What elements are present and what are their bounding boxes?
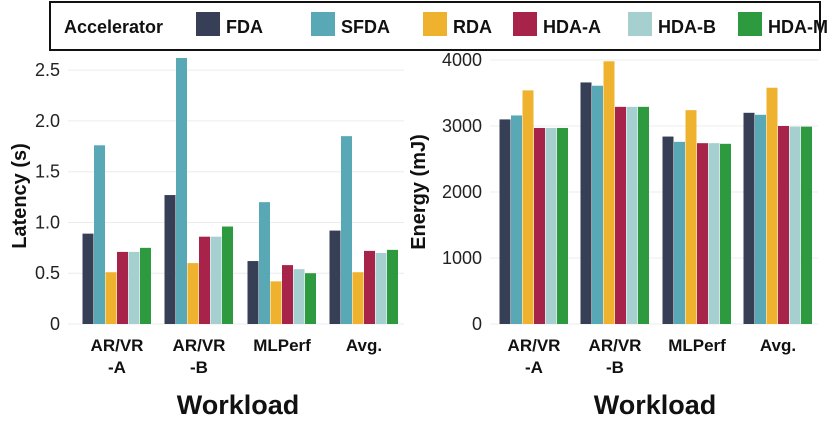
- legend-swatch-hda-b: [628, 12, 652, 36]
- latency-bar-hda-m-avg: [387, 249, 398, 324]
- latency-bar-rda-ar-vr-a: [105, 272, 117, 324]
- latency-bar-hda-b-ar-vr-a: [128, 251, 140, 324]
- latency-bar-hda-m-ar-vr-b: [222, 226, 233, 324]
- legend-swatch-rda: [423, 12, 447, 36]
- legend: Accelerator FDA SFDA RDA HDA-A HDA-B HDA-M: [49, 1, 828, 51]
- energy-bar-hda-b-ar-vr-b: [626, 106, 638, 324]
- legend-swatch-sfda: [311, 12, 335, 36]
- latency-bar-hda-a-ar-vr-b: [199, 236, 210, 324]
- energy-bar-hda-m-mlperf: [720, 143, 731, 324]
- latency-x-tick-label: AR/VR -B: [173, 336, 226, 377]
- latency-bar-hda-a-avg: [364, 250, 375, 324]
- legend-swatch-fda: [196, 12, 220, 36]
- latency-bar-sfda-mlperf: [259, 202, 270, 324]
- energy-bar-fda-ar-vr-a: [499, 119, 511, 325]
- legend-item-hda-a: HDA-A: [513, 12, 601, 37]
- energy-bar-hda-b-avg: [789, 126, 801, 324]
- energy-bar-sfda-ar-vr-b: [592, 85, 603, 325]
- energy-bar-rda-ar-vr-a: [522, 90, 534, 324]
- energy-y-axis-label: Energy (mJ): [408, 134, 430, 250]
- energy-bar-hda-a-mlperf: [697, 143, 708, 324]
- latency-bar-fda-ar-vr-b: [164, 195, 176, 324]
- latency-bar-hda-a-ar-vr-a: [117, 251, 128, 324]
- energy-bar-fda-mlperf: [662, 136, 674, 324]
- energy-bar-hda-b-ar-vr-a: [545, 127, 557, 324]
- energy-x-tick-label: MLPerf: [668, 336, 726, 355]
- legend-item-rda: RDA: [423, 12, 492, 37]
- legend-item-fda: FDA: [196, 12, 263, 37]
- latency-y-axis-label: Latency (s): [9, 143, 31, 249]
- latency-bar-hda-a-mlperf: [282, 265, 293, 324]
- energy-chart: Energy (mJ) Workload 0 1000 2000 3000 4000 AR…: [408, 50, 818, 420]
- legend-label-sfda: SFDA: [341, 17, 390, 37]
- energy-bar-sfda-ar-vr-a: [511, 115, 522, 324]
- energy-y-tick-label: 1000: [442, 248, 482, 268]
- energy-y-tick-label: 4000: [442, 50, 482, 70]
- latency-bar-sfda-ar-vr-a: [94, 145, 105, 324]
- latency-bar-rda-avg: [352, 272, 364, 324]
- latency-bar-hda-b-avg: [375, 252, 387, 324]
- latency-x-tick-label: Avg.: [346, 336, 382, 355]
- latency-bar-sfda-ar-vr-b: [176, 57, 187, 324]
- energy-x-tick-label: Avg.: [760, 336, 796, 355]
- energy-y-tick-label: 3000: [442, 116, 482, 136]
- energy-x-tick-label: AR/VR -B: [589, 336, 642, 377]
- legend-label-fda: FDA: [226, 17, 263, 37]
- energy-bar-rda-ar-vr-b: [603, 61, 615, 324]
- energy-bar-hda-a-ar-vr-b: [615, 106, 626, 324]
- legend-item-hda-m: HDA-M: [738, 12, 828, 37]
- latency-y-tick-label: 1.5: [35, 162, 60, 182]
- legend-swatch-hda-m: [738, 12, 762, 36]
- latency-bar-hda-m-mlperf: [305, 273, 316, 324]
- latency-bar-hda-b-mlperf: [293, 269, 305, 324]
- latency-y-tick-label: 0: [50, 314, 60, 334]
- energy-x-tick-label: AR/VR -A: [508, 336, 561, 377]
- latency-bar-fda-mlperf: [247, 261, 259, 324]
- legend-label-rda: RDA: [453, 17, 492, 37]
- latency-x-axis-label: Workload: [177, 390, 300, 420]
- energy-bar-hda-m-avg: [801, 126, 812, 324]
- energy-y-tick-label: 0: [472, 314, 482, 334]
- latency-bar-fda-avg: [329, 230, 341, 324]
- legend-label-hda-a: HDA-A: [543, 17, 601, 37]
- energy-bar-sfda-mlperf: [674, 141, 685, 324]
- legend-item-hda-b: HDA-B: [628, 12, 716, 37]
- energy-bar-hda-a-avg: [778, 126, 789, 324]
- energy-bar-hda-a-ar-vr-a: [534, 127, 545, 324]
- energy-bar-rda-avg: [766, 87, 778, 324]
- legend-label-hda-m: HDA-M: [768, 17, 828, 37]
- energy-bars: [499, 61, 812, 325]
- latency-bar-sfda-avg: [341, 136, 352, 324]
- latency-y-tick-label: 2.5: [35, 60, 60, 80]
- legend-title: Accelerator: [64, 17, 163, 37]
- energy-bar-rda-mlperf: [685, 110, 697, 324]
- latency-x-tick-label: MLPerf: [253, 336, 311, 355]
- energy-bar-hda-b-mlperf: [708, 143, 720, 324]
- latency-y-tick-label: 1.0: [35, 212, 60, 232]
- energy-bar-sfda-avg: [755, 114, 766, 324]
- latency-chart: Latency (s) Workload 0 0.5 1.0 1.5 2.0 2.5 AR/…: [9, 57, 404, 420]
- latency-y-tick-label: 0.5: [35, 263, 60, 283]
- energy-bar-hda-m-ar-vr-b: [638, 106, 649, 324]
- latency-bar-hda-m-ar-vr-a: [140, 247, 151, 324]
- latency-bar-rda-mlperf: [270, 281, 282, 324]
- energy-y-tick-label: 2000: [442, 182, 482, 202]
- latency-bar-fda-ar-vr-a: [82, 233, 94, 324]
- legend-label-hda-b: HDA-B: [658, 17, 716, 37]
- legend-swatch-hda-a: [513, 12, 537, 36]
- energy-bar-fda-ar-vr-b: [580, 82, 592, 324]
- latency-x-tick-label: AR/VR -A: [91, 336, 144, 377]
- latency-bar-hda-b-ar-vr-b: [210, 236, 222, 324]
- energy-x-axis-label: Workload: [594, 390, 717, 420]
- energy-bar-hda-m-ar-vr-a: [557, 127, 568, 324]
- legend-item-sfda: SFDA: [311, 12, 390, 37]
- energy-bar-fda-avg: [743, 112, 755, 324]
- latency-bars: [82, 57, 398, 324]
- latency-bar-rda-ar-vr-b: [187, 263, 199, 324]
- latency-y-tick-label: 2.0: [35, 111, 60, 131]
